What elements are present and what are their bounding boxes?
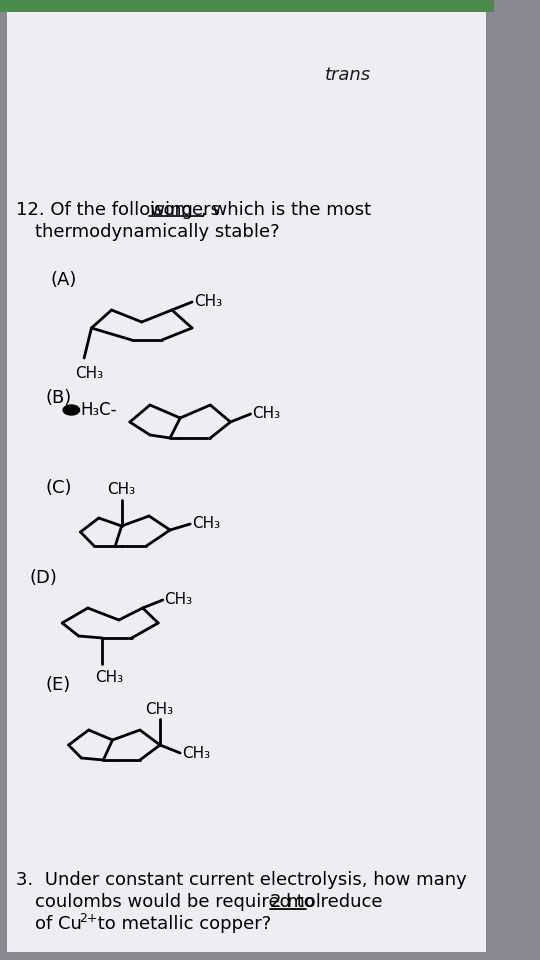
- Text: 3.  Under constant current electrolysis, how many: 3. Under constant current electrolysis, …: [16, 871, 467, 889]
- Text: (B): (B): [46, 389, 72, 407]
- Text: H₃C-: H₃C-: [80, 401, 117, 419]
- Text: CH₃: CH₃: [75, 366, 103, 380]
- FancyBboxPatch shape: [0, 0, 494, 12]
- Text: (D): (D): [29, 569, 57, 587]
- Text: thermodynamically stable?: thermodynamically stable?: [35, 223, 279, 241]
- Text: (A): (A): [50, 271, 77, 289]
- Text: of Cu: of Cu: [35, 915, 82, 933]
- Text: CH₃: CH₃: [194, 295, 222, 309]
- Text: isomers: isomers: [149, 201, 220, 219]
- Text: to metallic copper?: to metallic copper?: [92, 915, 272, 933]
- Text: CH₃: CH₃: [165, 592, 193, 608]
- Text: CH₃: CH₃: [145, 702, 173, 716]
- Text: 2+: 2+: [79, 911, 98, 924]
- Text: coulombs would be required to reduce: coulombs would be required to reduce: [35, 893, 388, 911]
- Text: CH₃: CH₃: [95, 670, 123, 685]
- Text: trans: trans: [325, 66, 371, 84]
- Ellipse shape: [63, 405, 79, 415]
- Text: 12. Of the following: 12. Of the following: [16, 201, 199, 219]
- Text: , which is the most: , which is the most: [201, 201, 372, 219]
- Text: CH₃: CH₃: [182, 746, 210, 760]
- FancyBboxPatch shape: [8, 8, 487, 952]
- Text: (C): (C): [46, 479, 72, 497]
- Text: CH₃: CH₃: [192, 516, 220, 532]
- Text: 2 mol: 2 mol: [270, 893, 321, 911]
- Text: CH₃: CH₃: [252, 406, 280, 421]
- Text: (E): (E): [46, 676, 71, 694]
- Text: CH₃: CH₃: [107, 483, 135, 497]
